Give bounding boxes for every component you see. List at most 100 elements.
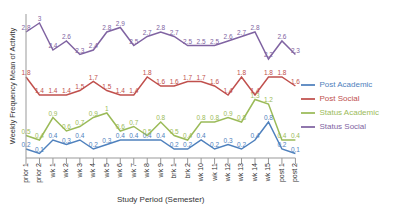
svg-text:0.4: 0.4 — [129, 132, 138, 139]
svg-text:2.6: 2.6 — [62, 33, 71, 40]
svg-text:post 1: post 1 — [278, 163, 286, 182]
svg-text:1.4: 1.4 — [224, 87, 233, 94]
svg-text:0.3: 0.3 — [224, 137, 233, 144]
svg-text:0.2: 0.2 — [21, 141, 30, 148]
svg-text:2.3: 2.3 — [75, 47, 84, 54]
svg-text:2.4: 2.4 — [89, 42, 98, 49]
svg-text:1.6: 1.6 — [291, 78, 300, 85]
svg-text:1.6: 1.6 — [210, 78, 219, 85]
svg-text:0.9: 0.9 — [89, 110, 98, 117]
svg-text:0.4: 0.4 — [35, 132, 44, 139]
svg-text:1.8: 1.8 — [264, 69, 273, 76]
svg-text:0.1: 0.1 — [35, 146, 44, 153]
svg-text:1.2: 1.2 — [264, 96, 273, 103]
svg-text:2.8: 2.8 — [250, 24, 259, 31]
svg-text:0.4: 0.4 — [48, 132, 57, 139]
svg-text:1.6: 1.6 — [170, 78, 179, 85]
svg-text:1.7: 1.7 — [197, 74, 206, 81]
svg-text:wk 15: wk 15 — [264, 163, 271, 182]
svg-text:2.2: 2.2 — [264, 51, 273, 58]
svg-text:1.4: 1.4 — [129, 87, 138, 94]
svg-text:wk 1: wk 1 — [49, 163, 56, 179]
svg-text:wk 10: wk 10 — [197, 163, 204, 182]
svg-text:2.8: 2.8 — [102, 24, 111, 31]
svg-text:1.4: 1.4 — [35, 87, 44, 94]
svg-text:2.6: 2.6 — [224, 33, 233, 40]
svg-text:post 2: post 2 — [291, 163, 299, 182]
svg-text:prior 1: prior 1 — [22, 163, 30, 183]
svg-text:2.8: 2.8 — [156, 24, 165, 31]
svg-text:0.2: 0.2 — [210, 141, 219, 148]
svg-text:0.6: 0.6 — [116, 123, 125, 130]
svg-text:wk 9: wk 9 — [157, 163, 164, 179]
svg-text:0.4: 0.4 — [116, 132, 125, 139]
svg-text:1: 1 — [105, 105, 109, 112]
svg-text:wk 12: wk 12 — [224, 163, 231, 182]
svg-text:0.8: 0.8 — [156, 114, 165, 121]
svg-text:2.7: 2.7 — [143, 29, 152, 36]
svg-text:0.9: 0.9 — [48, 110, 57, 117]
svg-text:wk 14: wk 14 — [251, 163, 258, 182]
svg-text:wk 3: wk 3 — [76, 163, 83, 179]
svg-text:1.5: 1.5 — [102, 83, 111, 90]
svg-text:0.8: 0.8 — [210, 114, 219, 121]
svg-text:wk 4: wk 4 — [89, 163, 96, 179]
svg-text:0.4: 0.4 — [197, 132, 206, 139]
svg-text:0.1: 0.1 — [291, 146, 300, 153]
svg-text:2.6: 2.6 — [277, 33, 286, 40]
svg-text:0.9: 0.9 — [224, 110, 233, 117]
svg-text:brk 2: brk 2 — [184, 163, 191, 179]
svg-text:2.5: 2.5 — [129, 38, 138, 45]
svg-text:0.2: 0.2 — [89, 141, 98, 148]
svg-text:0.5: 0.5 — [170, 128, 179, 135]
svg-text:0.8: 0.8 — [264, 114, 273, 121]
svg-text:2.9: 2.9 — [116, 20, 125, 27]
svg-text:1.8: 1.8 — [143, 69, 152, 76]
svg-text:Study Period (Semester): Study Period (Semester) — [117, 195, 205, 204]
svg-text:2.7: 2.7 — [170, 29, 179, 36]
svg-text:0.2: 0.2 — [237, 141, 246, 148]
svg-text:0.7: 0.7 — [129, 119, 138, 126]
svg-text:1.6: 1.6 — [156, 78, 165, 85]
svg-text:2.8: 2.8 — [21, 24, 30, 31]
svg-text:0.2: 0.2 — [183, 141, 192, 148]
svg-text:wk 13: wk 13 — [237, 163, 244, 182]
svg-text:wk 6: wk 6 — [116, 163, 123, 179]
svg-text:1.4: 1.4 — [62, 87, 71, 94]
svg-text:1.8: 1.8 — [237, 69, 246, 76]
svg-text:0.2: 0.2 — [170, 141, 179, 148]
svg-text:0.5: 0.5 — [143, 128, 152, 135]
svg-text:3: 3 — [38, 15, 42, 22]
svg-text:1.8: 1.8 — [21, 69, 30, 76]
svg-text:0.8: 0.8 — [197, 114, 206, 121]
svg-text:wk 8: wk 8 — [143, 163, 150, 179]
svg-text:0.8: 0.8 — [237, 114, 246, 121]
svg-text:Weekly Frequency Mean of Activ: Weekly Frequency Mean of Activity — [8, 27, 17, 144]
svg-text:2.5: 2.5 — [197, 38, 206, 45]
svg-text:wk 11: wk 11 — [211, 163, 218, 182]
svg-text:0.4: 0.4 — [156, 132, 165, 139]
svg-text:0.5: 0.5 — [21, 128, 30, 135]
svg-text:2.4: 2.4 — [48, 42, 57, 49]
svg-text:0.4: 0.4 — [183, 132, 192, 139]
svg-text:1.4: 1.4 — [116, 87, 125, 94]
svg-text:0.4: 0.4 — [250, 132, 259, 139]
svg-text:wk 5: wk 5 — [103, 163, 110, 179]
svg-text:1.7: 1.7 — [183, 74, 192, 81]
svg-text:1.4: 1.4 — [48, 87, 57, 94]
svg-text:1.5: 1.5 — [75, 83, 84, 90]
svg-text:0.6: 0.6 — [62, 123, 71, 130]
svg-text:0.3: 0.3 — [62, 137, 71, 144]
svg-text:2.3: 2.3 — [291, 47, 300, 54]
svg-text:wk 7: wk 7 — [130, 163, 137, 179]
svg-text:1.3: 1.3 — [250, 92, 259, 99]
svg-text:0.4: 0.4 — [277, 132, 286, 139]
svg-text:1.7: 1.7 — [89, 74, 98, 81]
svg-text:2.7: 2.7 — [237, 29, 246, 36]
svg-text:2.5: 2.5 — [210, 38, 219, 45]
svg-text:prior 2: prior 2 — [35, 163, 43, 183]
svg-text:1.8: 1.8 — [277, 69, 286, 76]
svg-text:0.4: 0.4 — [291, 132, 300, 139]
svg-text:0.7: 0.7 — [75, 119, 84, 126]
svg-text:0.4: 0.4 — [75, 132, 84, 139]
